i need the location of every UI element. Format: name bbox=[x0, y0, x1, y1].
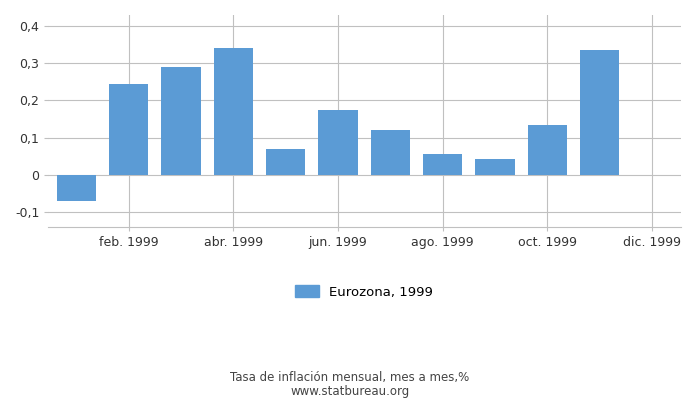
Bar bbox=[266, 149, 305, 175]
Bar bbox=[580, 50, 620, 175]
Legend: Eurozona, 1999: Eurozona, 1999 bbox=[290, 280, 439, 304]
Bar bbox=[162, 67, 201, 175]
Bar bbox=[528, 124, 567, 175]
Bar bbox=[57, 175, 96, 201]
Bar bbox=[475, 159, 514, 175]
Bar bbox=[109, 84, 148, 175]
Text: Tasa de inflación mensual, mes a mes,%: Tasa de inflación mensual, mes a mes,% bbox=[230, 372, 470, 384]
Bar bbox=[371, 130, 410, 175]
Bar bbox=[318, 110, 358, 175]
Bar bbox=[423, 154, 462, 175]
Bar bbox=[214, 48, 253, 175]
Text: www.statbureau.org: www.statbureau.org bbox=[290, 385, 410, 398]
